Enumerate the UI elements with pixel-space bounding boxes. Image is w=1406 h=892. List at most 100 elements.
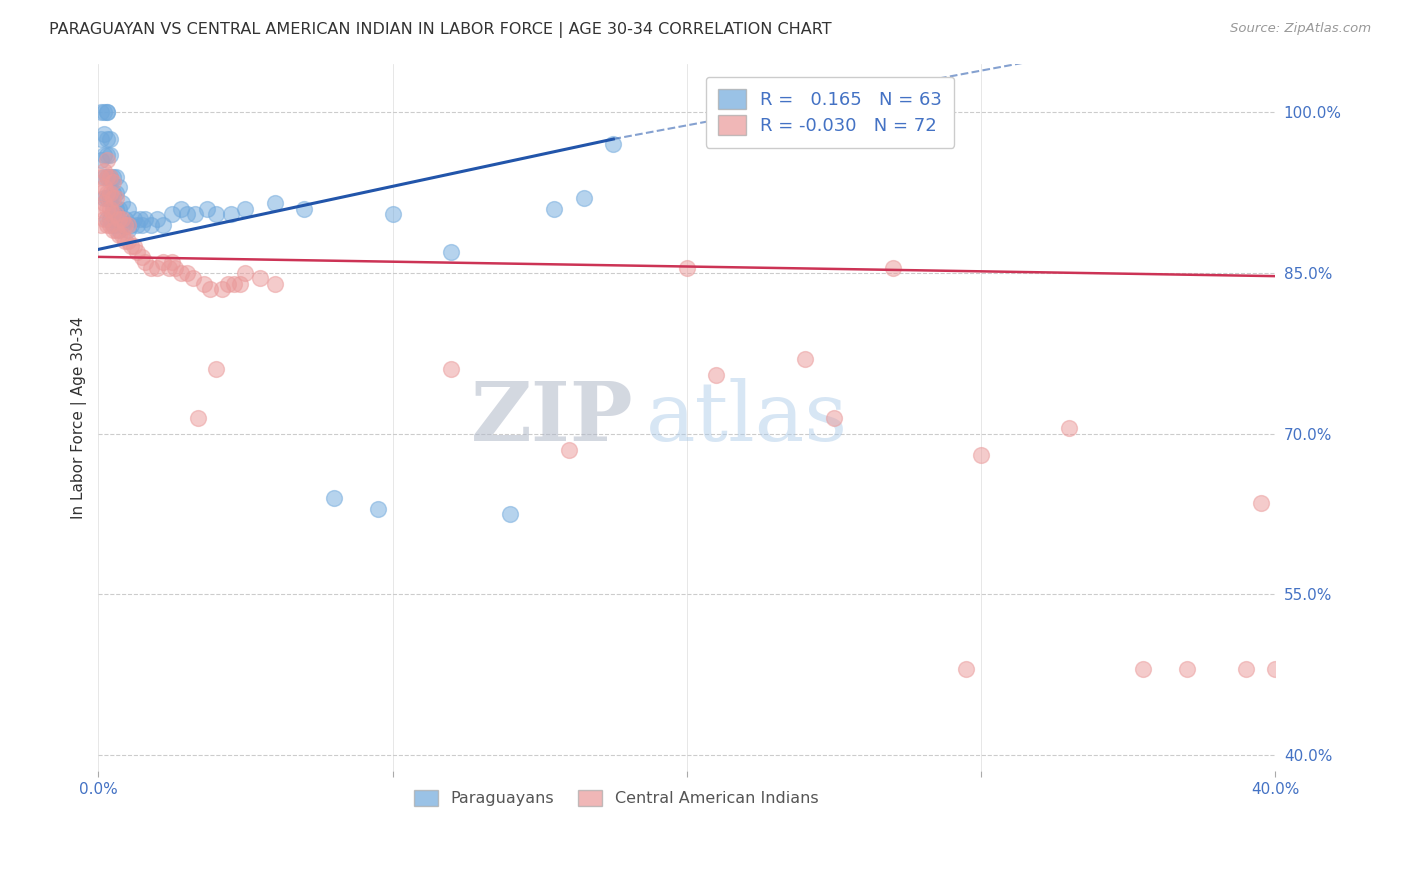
Point	[98, 218, 121, 232]
Point	[222, 277, 245, 291]
Point	[1132, 662, 1154, 676]
Point	[160, 255, 183, 269]
Text: PARAGUAYAN VS CENTRAL AMERICAN INDIAN IN LABOR FORCE | AGE 30-34 CORRELATION CHA: PARAGUAYAN VS CENTRAL AMERICAN INDIAN IN…	[49, 22, 832, 38]
Point	[105, 186, 128, 200]
Point	[120, 239, 142, 253]
Point	[170, 266, 193, 280]
Point	[111, 212, 134, 227]
Point	[101, 175, 124, 189]
Point	[205, 362, 228, 376]
Text: ZIP: ZIP	[471, 377, 634, 458]
Point	[131, 218, 153, 232]
Point	[98, 191, 121, 205]
Point	[105, 207, 128, 221]
Point	[93, 191, 115, 205]
Point	[543, 202, 565, 216]
Point	[292, 202, 315, 216]
Point	[96, 132, 118, 146]
Point	[90, 132, 112, 146]
Point	[219, 207, 242, 221]
Point	[117, 218, 139, 232]
Point	[217, 277, 239, 291]
Point	[381, 207, 404, 221]
Point	[101, 191, 124, 205]
Point	[96, 186, 118, 200]
Point	[249, 271, 271, 285]
Point	[105, 223, 128, 237]
Point	[108, 223, 131, 237]
Point	[105, 169, 128, 184]
Point	[98, 132, 121, 146]
Text: atlas: atlas	[645, 377, 848, 458]
Point	[882, 260, 904, 275]
Point	[440, 362, 463, 376]
Point	[117, 234, 139, 248]
Y-axis label: In Labor Force | Age 30-34: In Labor Force | Age 30-34	[72, 317, 87, 519]
Point	[152, 218, 174, 232]
Point	[264, 277, 287, 291]
Point	[131, 250, 153, 264]
Point	[96, 105, 118, 120]
Point	[108, 180, 131, 194]
Point	[264, 196, 287, 211]
Point	[1250, 496, 1272, 510]
Point	[90, 105, 112, 120]
Point	[676, 260, 699, 275]
Point	[322, 491, 344, 505]
Point	[96, 169, 118, 184]
Point	[955, 662, 977, 676]
Point	[235, 266, 257, 280]
Point	[170, 202, 193, 216]
Point	[93, 196, 115, 211]
Point	[160, 207, 183, 221]
Point	[146, 212, 169, 227]
Point	[101, 186, 124, 200]
Point	[96, 202, 118, 216]
Point	[184, 207, 207, 221]
Point	[1059, 421, 1081, 435]
Point	[108, 202, 131, 216]
Point	[1264, 662, 1286, 676]
Point	[134, 212, 156, 227]
Point	[176, 266, 198, 280]
Point	[96, 148, 118, 162]
Point	[602, 137, 624, 152]
Point	[499, 507, 522, 521]
Point	[205, 207, 228, 221]
Point	[125, 218, 148, 232]
Point	[572, 191, 595, 205]
Point	[96, 153, 118, 168]
Point	[98, 212, 121, 227]
Point	[93, 148, 115, 162]
Point	[134, 255, 156, 269]
Point	[128, 212, 150, 227]
Point	[111, 218, 134, 232]
Point	[98, 186, 121, 200]
Point	[98, 202, 121, 216]
Point	[101, 169, 124, 184]
Point	[111, 228, 134, 243]
Point	[181, 271, 204, 285]
Point	[176, 207, 198, 221]
Point	[198, 282, 221, 296]
Point	[163, 260, 186, 275]
Point	[120, 218, 142, 232]
Point	[90, 169, 112, 184]
Point	[157, 260, 180, 275]
Point	[98, 148, 121, 162]
Point	[96, 212, 118, 227]
Point	[114, 218, 136, 232]
Point	[96, 191, 118, 205]
Point	[211, 282, 233, 296]
Point	[970, 448, 993, 462]
Point	[141, 218, 163, 232]
Point	[105, 202, 128, 216]
Point	[90, 202, 112, 216]
Point	[96, 218, 118, 232]
Point	[122, 212, 145, 227]
Point	[108, 212, 131, 227]
Point	[367, 501, 389, 516]
Point	[228, 277, 250, 291]
Point	[108, 228, 131, 243]
Point	[111, 196, 134, 211]
